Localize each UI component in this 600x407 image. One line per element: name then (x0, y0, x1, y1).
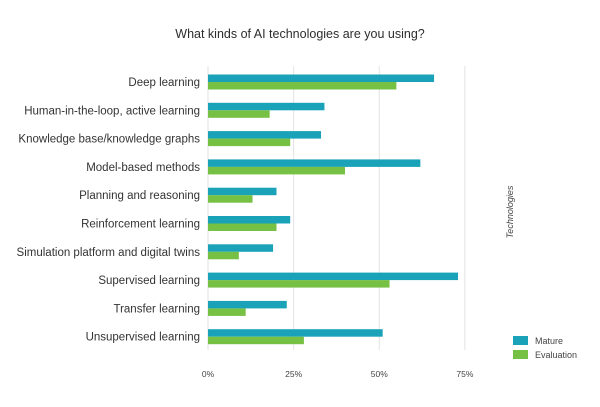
chart-title: What kinds of AI technologies are you us… (175, 27, 425, 41)
y-axis-title: Technologies (505, 185, 515, 238)
category-label: Transfer learning (113, 303, 200, 315)
bar-evaluation (208, 251, 239, 260)
category-label: Supervised learning (98, 275, 200, 287)
x-tick-label: 50% (371, 369, 388, 379)
bar-evaluation (208, 280, 390, 288)
bar-mature (208, 300, 287, 309)
x-tick-label: 0% (202, 369, 215, 379)
category-label: Planning and reasoning (79, 190, 200, 202)
bar-evaluation (208, 195, 253, 203)
legend-label-mature: Mature (535, 336, 563, 346)
category-label: Human-in-the-loop, active learning (24, 105, 200, 117)
bar-evaluation (208, 82, 397, 90)
bar-evaluation (208, 110, 270, 118)
x-tick-label: 25% (285, 369, 302, 379)
bar-evaluation (208, 138, 291, 147)
category-label: Knowledge base/knowledge graphs (18, 134, 200, 146)
bar-mature (208, 131, 322, 139)
bar-mature (208, 244, 274, 252)
category-label: Model-based methods (86, 162, 200, 174)
bar-mature (208, 74, 435, 82)
bar-mature (208, 329, 383, 337)
category-labels: Deep learning Human-in-the-loop, active l… (17, 77, 201, 344)
bar-evaluation (208, 166, 345, 175)
bars-layer (208, 74, 459, 345)
bar-mature (208, 159, 421, 167)
bar-mature (208, 216, 291, 224)
category-label: Deep learning (128, 77, 200, 89)
legend-swatch-evaluation (513, 350, 528, 359)
x-tick-labels: 0% 25% 50% 75% (202, 369, 474, 379)
legend-swatch-mature (513, 336, 528, 345)
bar-mature (208, 272, 459, 281)
legend-label-evaluation: Evaluation (535, 350, 577, 360)
bar-mature (208, 102, 325, 111)
bar-evaluation (208, 336, 304, 345)
category-label: Reinforcement learning (81, 219, 200, 231)
x-tick-label: 75% (456, 369, 473, 379)
bar-evaluation (208, 223, 277, 231)
category-label: Unsupervised learning (86, 332, 200, 344)
bar-mature (208, 187, 277, 196)
category-label: Simulation platform and digital twins (17, 247, 201, 259)
legend: Mature Evaluation (513, 336, 577, 360)
bar-evaluation (208, 308, 246, 316)
